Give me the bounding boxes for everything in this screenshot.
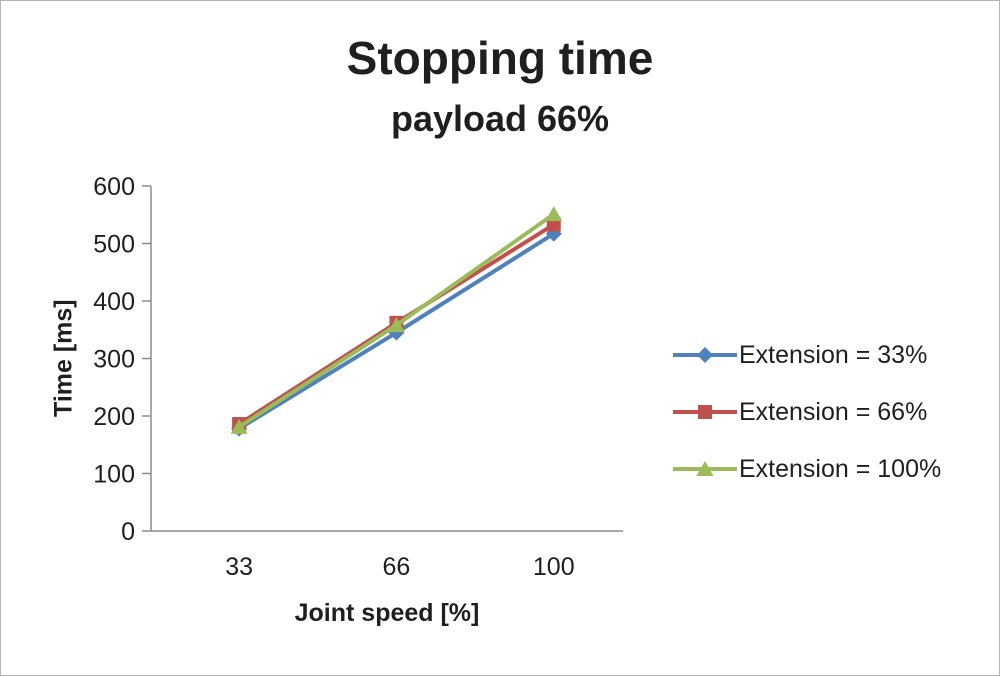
legend-label: Extension = 100% <box>739 454 942 483</box>
legend-item: Extension = 100% <box>673 447 941 491</box>
legend-marker-square-icon <box>673 397 737 427</box>
legend-label: Extension = 66% <box>739 397 928 426</box>
legend: Extension = 33% Extension = 66% Extensio… <box>673 333 941 504</box>
y-tick-label: 500 <box>93 231 135 259</box>
chart-title: Stopping time <box>346 32 654 84</box>
series-marker <box>698 405 712 419</box>
series-marker <box>697 347 713 363</box>
series-marker <box>545 206 563 222</box>
legend-label: Extension = 33% <box>739 340 928 369</box>
x-tick-label: 33 <box>225 553 253 581</box>
y-tick-label: 300 <box>93 346 135 374</box>
y-axis-title: Time [ms] <box>49 299 78 418</box>
x-tick-label: 100 <box>533 553 575 581</box>
y-tick-label: 200 <box>93 403 135 431</box>
y-tick-label: 400 <box>93 288 135 316</box>
y-tick-label: 600 <box>93 173 135 201</box>
chart-subtitle: payload 66% <box>390 98 610 139</box>
y-tick-label: 0 <box>121 518 135 546</box>
x-axis-title: Joint speed [%] <box>294 599 480 627</box>
legend-marker-triangle-icon <box>673 454 737 484</box>
x-tick-label: 66 <box>383 553 411 581</box>
series-marker <box>696 461 714 476</box>
y-tick-label: 100 <box>93 461 135 489</box>
series-marker <box>230 418 248 434</box>
legend-item: Extension = 33% <box>673 333 941 377</box>
series-marker <box>387 317 405 333</box>
legend-item: Extension = 66% <box>673 390 941 434</box>
legend-marker-diamond-icon <box>673 340 737 370</box>
